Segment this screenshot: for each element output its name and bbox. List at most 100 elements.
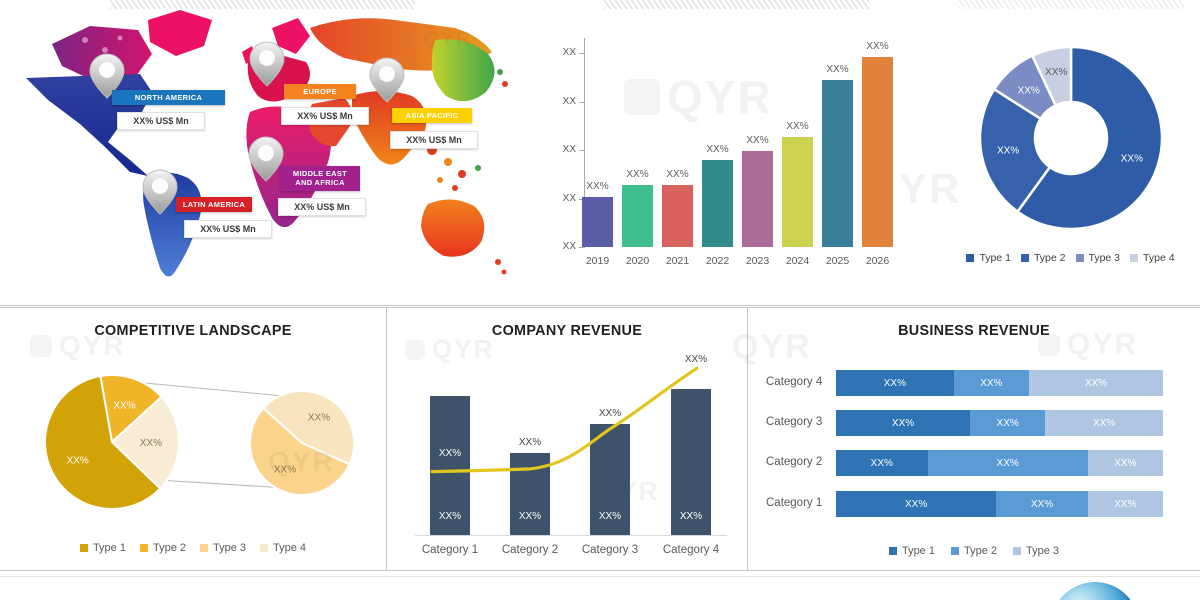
pie-of-pie-chart: XX% XX% XX% XX% XX% bbox=[44, 374, 355, 510]
region-header: LATIN AMERICA bbox=[176, 197, 252, 213]
segment-label: XX% bbox=[996, 417, 1019, 429]
legend-label: Type 2 bbox=[963, 545, 998, 557]
legend-item: Type 2 bbox=[950, 545, 998, 557]
region-name: AND AFRICA bbox=[295, 178, 345, 188]
slice-label: XX% bbox=[308, 412, 330, 423]
bar-value-label: XX% bbox=[746, 134, 769, 146]
row-label: Category 4 bbox=[766, 376, 823, 388]
bar bbox=[742, 150, 773, 247]
panel-market-size-by-year: XX XX XX XX XX XX% 2019 XX% 2020 XX% 2021 XX% 2022 XX… bbox=[524, 0, 942, 306]
world-map bbox=[26, 10, 508, 277]
bar bbox=[822, 79, 853, 247]
pie-slice bbox=[110, 395, 180, 490]
stacked-segment: XX% bbox=[1045, 410, 1163, 436]
row-label: Category 1 bbox=[766, 497, 823, 509]
stacked-segment: XX% bbox=[836, 370, 954, 396]
panel-regional-map: NORTH AMERICA XX% US$ Mn EUROPE XX% US$ Mn A… bbox=[0, 0, 525, 306]
segment-label: XX% bbox=[1030, 498, 1054, 510]
panel-title: BUSINESS REVENUE bbox=[898, 322, 1050, 339]
bar-value-label: XX% bbox=[586, 180, 609, 192]
slice-label: XX% bbox=[140, 438, 162, 449]
bar bbox=[671, 388, 711, 535]
bar-top-label: XX% bbox=[598, 407, 622, 419]
bar-value-label: XX% bbox=[598, 511, 622, 522]
connector-line bbox=[157, 479, 287, 489]
x-axis-label: 2022 bbox=[705, 255, 730, 267]
stacked-segment: XX% bbox=[1028, 370, 1163, 396]
stacked-segment: XX% bbox=[1087, 491, 1163, 517]
stacked-segment: XX% bbox=[836, 450, 928, 476]
y-tick-label: XX bbox=[562, 47, 576, 58]
region-value: XX% US$ Mn bbox=[117, 112, 205, 130]
region-name: MIDDLE EAST bbox=[292, 169, 348, 178]
panel-title: COMPETITIVE LANDSCAPE bbox=[94, 322, 292, 339]
legend-label: Type 3 bbox=[213, 542, 247, 554]
y-tick-label: XX bbox=[562, 192, 576, 204]
region-value: XX% US$ Mn bbox=[278, 198, 366, 216]
row-label: Category 2 bbox=[766, 456, 823, 468]
segment-label: XX% bbox=[1114, 457, 1137, 469]
bar bbox=[702, 160, 733, 247]
bar bbox=[430, 395, 470, 535]
stacked-segment: XX% bbox=[1087, 450, 1163, 476]
line-overlay bbox=[387, 308, 747, 570]
x-axis-label: 2021 bbox=[665, 255, 690, 267]
stacked-segment: XX% bbox=[996, 491, 1088, 517]
y-tick-label: XX bbox=[562, 241, 576, 252]
row-label: Category 3 bbox=[766, 416, 823, 428]
donut-legend: Type 1 Type 2 Type 3 Type 4 bbox=[941, 252, 1200, 264]
legend-swatch bbox=[888, 547, 897, 555]
legend-swatch bbox=[950, 547, 959, 555]
slice-label: XX% bbox=[1045, 67, 1067, 78]
bar-value-label: XX% bbox=[626, 169, 649, 181]
slice-label: XX% bbox=[113, 401, 135, 412]
stacked-segment: XX% bbox=[836, 491, 997, 517]
legend-item: Type 3 bbox=[1013, 545, 1059, 557]
connector-line bbox=[144, 382, 284, 397]
segment-label: XX% bbox=[996, 457, 1019, 469]
y-tick-label: XX bbox=[562, 95, 576, 107]
stacked-segment: XX% bbox=[970, 410, 1046, 436]
x-axis-label: Category 3 bbox=[581, 544, 639, 556]
bar bbox=[782, 137, 813, 247]
bar-value-label: XX% bbox=[706, 144, 729, 156]
legend-label: Type 4 bbox=[1143, 252, 1175, 264]
x-axis-label: 2024 bbox=[785, 255, 810, 267]
cropped-panel-title bbox=[110, 0, 415, 9]
region-name: ASIA PACIFIC bbox=[405, 111, 459, 120]
legend-item: Type 1 bbox=[888, 545, 935, 557]
x-axis-line bbox=[415, 535, 727, 536]
x-axis-label: Category 2 bbox=[501, 544, 559, 556]
y-axis-line bbox=[584, 38, 585, 247]
slice-label: XX% bbox=[67, 456, 89, 467]
line-peak-label: XX% bbox=[684, 354, 708, 365]
pie-slice bbox=[44, 374, 162, 510]
region-name: LATIN AMERICA bbox=[182, 200, 246, 209]
footer-divider bbox=[0, 576, 1200, 577]
legend-swatch bbox=[139, 544, 148, 552]
bar-value-label: XX% bbox=[666, 169, 689, 181]
segment-label: XX% bbox=[891, 417, 915, 429]
pie-slice bbox=[261, 390, 355, 466]
slice-label: XX% bbox=[274, 465, 296, 476]
legend-item: Type 2 bbox=[139, 542, 186, 554]
legend-label: Type 4 bbox=[273, 542, 307, 554]
region-name: NORTH AMERICA bbox=[134, 93, 203, 102]
segment-label: XX% bbox=[883, 377, 906, 389]
region-header: EUROPE bbox=[284, 84, 356, 100]
legend-item: Type 3 bbox=[200, 542, 246, 554]
bar-inside-label: XX% bbox=[438, 448, 462, 459]
legend-item: Type 1 bbox=[966, 252, 1011, 264]
x-axis-label: Category 1 bbox=[421, 544, 479, 556]
y-axis-tick bbox=[579, 150, 585, 151]
legend-label: Type 3 bbox=[1026, 545, 1060, 557]
legend-swatch bbox=[1013, 547, 1022, 555]
donut-chart: XX% XX% XX% XX% bbox=[978, 45, 1164, 231]
panel-title: COMPANY REVENUE bbox=[491, 322, 643, 339]
panel-business-revenue: BUSINESS REVENUE Category 4 XX% XX% XX% Cate… bbox=[732, 307, 1200, 571]
revenue-trend-line bbox=[430, 366, 699, 474]
bar-value-label: XX% bbox=[826, 63, 849, 75]
slice-label: XX% bbox=[997, 145, 1019, 156]
legend-label: Type 3 bbox=[1088, 252, 1121, 264]
